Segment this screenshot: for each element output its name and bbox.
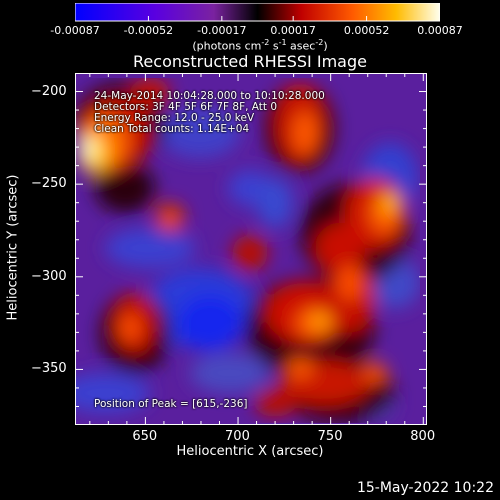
colorbar-tick-label: -0.00052 bbox=[123, 24, 174, 37]
colorbar-tick-label: -0.00087 bbox=[50, 24, 100, 37]
units-part: ) bbox=[323, 39, 328, 53]
x-tick-label: 750 bbox=[317, 429, 343, 444]
y-axis-label: Heliocentric Y (arcsec) bbox=[5, 174, 21, 321]
x-axis-label: Heliocentric X (arcsec) bbox=[176, 444, 324, 459]
colorbar-tick-label: -0.00017 bbox=[197, 24, 247, 37]
y-tick-label: −200 bbox=[31, 83, 67, 99]
units-part: asec bbox=[286, 39, 316, 53]
units-part: s bbox=[269, 39, 279, 53]
y-tick-label: −350 bbox=[31, 361, 67, 377]
units-sup: -2 bbox=[261, 38, 270, 47]
colorbar-units: (photons cm-2 s-1 asec-2) bbox=[160, 38, 360, 53]
heatmap-plot bbox=[75, 73, 427, 425]
y-tick-label: −300 bbox=[31, 268, 67, 284]
footer-timestamp: 15-May-2022 10:22 bbox=[356, 480, 494, 496]
colorbar-tick-label: 0.00052 bbox=[343, 24, 390, 37]
colorbar-tick-label: 0.00017 bbox=[270, 24, 316, 37]
units-sup: -1 bbox=[278, 38, 287, 47]
annotation-energy-range: Energy Range: 12.0 - 25.0 keV bbox=[94, 112, 255, 124]
annotation-detectors: Detectors: 3F 4F 5F 6F 7F 8F, Att 0 bbox=[94, 101, 278, 113]
annotation-time-range: 24-May-2014 10:04:28.000 to 10:10:28.000 bbox=[94, 90, 325, 102]
x-tick-label: 800 bbox=[410, 429, 436, 444]
units-part: (photons cm bbox=[192, 39, 262, 53]
units-sup: -2 bbox=[315, 38, 324, 47]
colorbar bbox=[75, 3, 440, 22]
colorbar-gradient bbox=[75, 3, 440, 22]
colorbar-tick-label: 0.00087 bbox=[417, 24, 463, 37]
annotation-clean-counts: Clean Total counts: 1.14E+04 bbox=[94, 123, 250, 135]
x-tick-label: 650 bbox=[132, 429, 158, 444]
annotation-peak-position: Position of Peak = [615,-236] bbox=[94, 398, 248, 410]
heatmap-blobs bbox=[75, 78, 420, 423]
y-tick-label: −250 bbox=[31, 176, 67, 192]
plot-frame bbox=[75, 73, 427, 425]
chart-title: Reconstructed RHESSI Image bbox=[133, 52, 367, 71]
x-tick-label: 700 bbox=[225, 429, 250, 444]
